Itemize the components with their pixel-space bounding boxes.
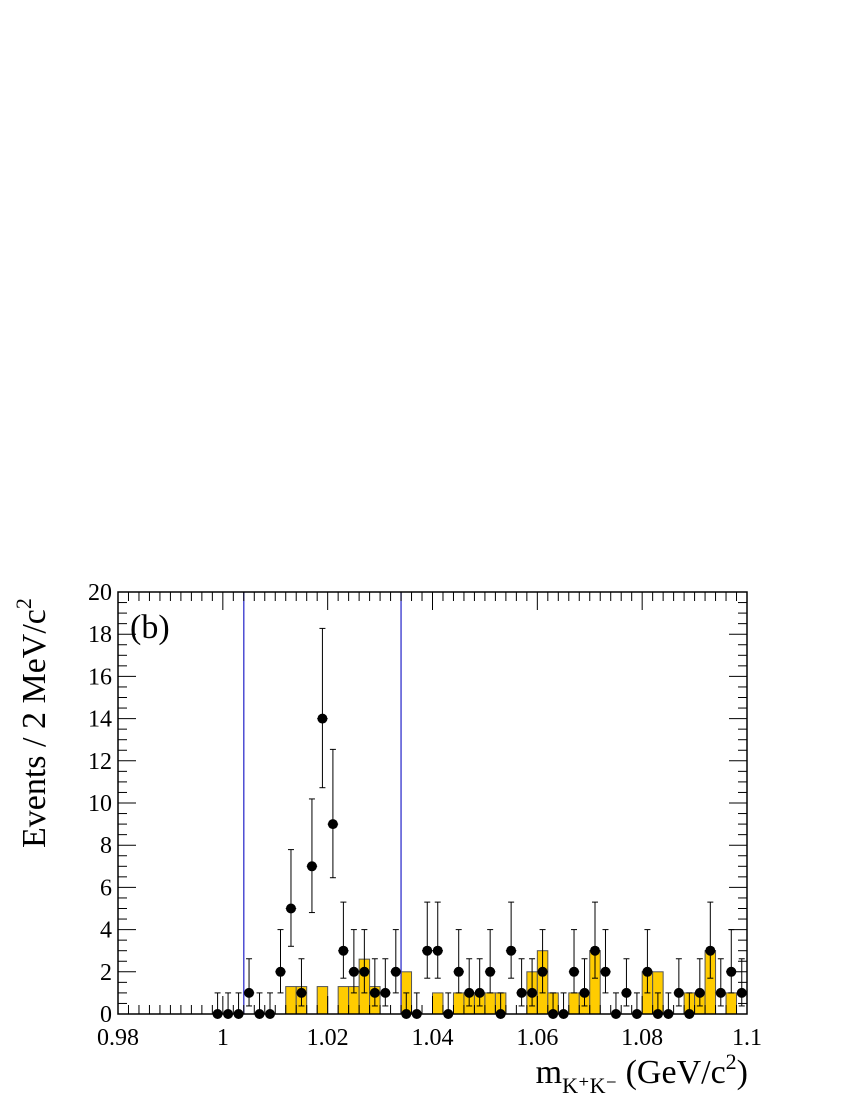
x-tick-label: 1.06 [516, 1025, 558, 1051]
data-point [453, 966, 464, 977]
histogram-bar [432, 992, 444, 1015]
data-point [327, 819, 338, 830]
data-point [569, 966, 580, 977]
histogram-bar [484, 992, 496, 1015]
x-tick-label: 1 [217, 1025, 229, 1051]
data-point [715, 987, 726, 998]
x-axis-title: mK⁺K⁻ (GeV/c2) [536, 1049, 748, 1098]
axes-layer: 0.98 1 1.02 1.04 1.06 1.08 1.1 0 2 4 6 8 10 12 14 16 18 2… [88, 580, 762, 1051]
data-point [285, 903, 296, 914]
data-point [527, 987, 538, 998]
data-point [317, 713, 328, 724]
data-point [537, 966, 548, 977]
x-tick-label: 1.02 [307, 1025, 349, 1051]
data-point [642, 966, 653, 977]
data-point [369, 987, 380, 998]
y-tick-label: 4 [100, 918, 112, 944]
data-point [464, 987, 475, 998]
data-points-layer [212, 627, 747, 1019]
data-point [244, 987, 255, 998]
x-tick-label: 0.98 [97, 1025, 139, 1051]
data-point [296, 987, 307, 998]
histogram-bar [337, 986, 350, 1015]
y-tick-label: 14 [88, 707, 112, 733]
histogram-bar [725, 992, 738, 1015]
histogram-bar [285, 986, 297, 1015]
y-tick-label: 16 [88, 664, 112, 690]
data-point [600, 966, 611, 977]
y-tick-label: 2 [100, 960, 112, 986]
y-tick-label: 18 [88, 622, 112, 648]
y-tick-label: 0 [100, 1002, 112, 1028]
data-point [348, 966, 359, 977]
histogram-bar [316, 986, 329, 1015]
y-tick-label: 12 [88, 749, 112, 775]
y-tick-label: 20 [88, 580, 112, 606]
data-point [705, 945, 716, 956]
data-point [422, 945, 433, 956]
x-tick-label: 1.1 [732, 1025, 762, 1051]
panel-label: (b) [130, 609, 170, 646]
data-point [516, 987, 527, 998]
x-tick-label: 1.08 [621, 1025, 663, 1051]
data-point [694, 987, 705, 998]
y-axis-title: Events / 2 MeV/c2 [11, 598, 53, 848]
data-point [485, 966, 496, 977]
data-point [673, 987, 684, 998]
data-point [474, 987, 485, 998]
data-point [380, 987, 391, 998]
data-point [306, 861, 317, 872]
histogram-bar [452, 992, 465, 1015]
data-point [338, 945, 349, 956]
data-point [390, 966, 401, 977]
data-point [589, 945, 600, 956]
data-point [359, 966, 370, 977]
data-point [621, 987, 632, 998]
data-point [506, 945, 517, 956]
data-point [275, 966, 286, 977]
x-tick-label: 1.04 [412, 1025, 454, 1051]
y-tick-label: 10 [88, 791, 112, 817]
data-point [432, 945, 443, 956]
histogram-bar [568, 992, 580, 1015]
data-point [579, 987, 590, 998]
y-tick-label: 6 [100, 875, 112, 901]
y-tick-label: 8 [100, 833, 112, 859]
signal-window-layer [243, 592, 402, 1014]
